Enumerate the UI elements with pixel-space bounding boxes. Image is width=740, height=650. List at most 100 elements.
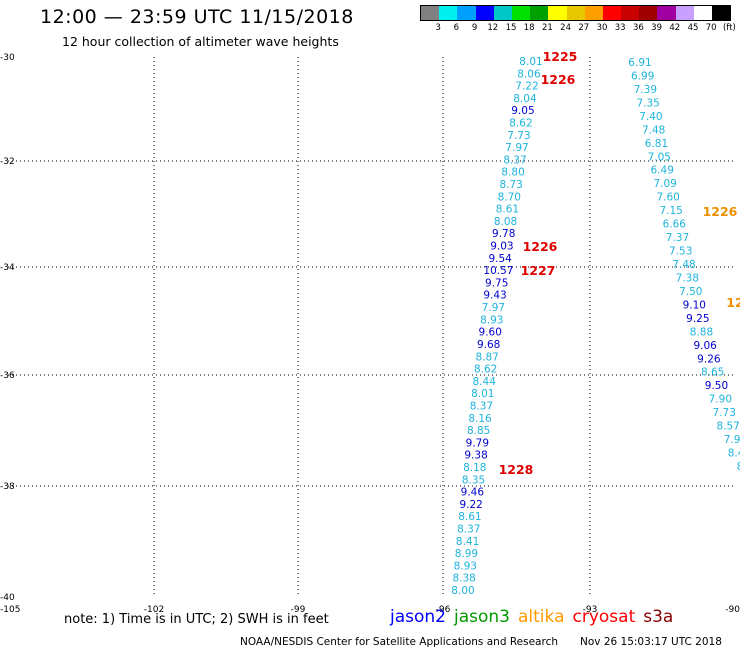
longitude-tick-label: -96 — [436, 605, 451, 615]
wave-height-label: 7.60 — [656, 192, 679, 204]
wave-height-label: 8.85 — [467, 425, 490, 437]
wave-height-label: 8.57 — [716, 421, 739, 433]
pass-time-label: 1228 — [499, 462, 534, 477]
legend-swatch — [530, 6, 549, 20]
latitude-tick-label: -30 — [0, 53, 15, 63]
legend-unit: (ft) — [722, 23, 736, 33]
wave-height-label: 7.73 — [713, 407, 736, 419]
wave-height-label: 9.43 — [483, 290, 506, 302]
legend-tick-label: 30 — [596, 23, 608, 33]
wave-height-label: 8.38 — [452, 573, 475, 585]
wave-height-label: 9.54 — [488, 253, 512, 265]
chart-subtitle: 12 hour collection of altimeter wave hei… — [62, 34, 339, 49]
wave-height-label: 7.15 — [659, 205, 682, 217]
generated-timestamp: Nov 26 15:03:17 UTC 2018 — [580, 636, 722, 648]
longitude-tick-label: -93 — [583, 605, 598, 615]
legend-swatch — [493, 6, 512, 20]
pass-time-label: 1227 — [521, 263, 556, 278]
wave-height-label: 8.73 — [499, 179, 522, 191]
wave-height-label: 9.26 — [697, 353, 721, 365]
wave-height-label: 7.40 — [639, 111, 662, 123]
latitude-tick-label: -34 — [0, 263, 15, 273]
wave-height-label: 8.37 — [470, 400, 493, 412]
wave-height-label: 9.68 — [477, 339, 500, 351]
legend-tick-label: 36 — [632, 23, 644, 33]
pass-time-label: 1226 — [541, 72, 576, 87]
wave-height-label: 9.10 — [683, 299, 706, 311]
altimeter-tracks: 8.018.067.228.049.058.627.737.978.378.80… — [451, 56, 740, 597]
wave-height-label: 8.37 — [503, 154, 526, 166]
latitude-tick-label: -40 — [0, 593, 15, 603]
wave-height-label: 6.66 — [663, 219, 687, 231]
wave-height-label: 8 — [737, 461, 740, 473]
legend-tick-label: 42 — [669, 23, 681, 33]
wave-height-label: 9.22 — [459, 499, 482, 511]
wave-height-label: 6.49 — [651, 165, 674, 177]
latitude-tick-label: -38 — [0, 482, 15, 492]
satellite-name-altika: altika — [518, 607, 565, 627]
wave-height-label: 7.97 — [505, 142, 528, 154]
longitude-tick-label: -99 — [291, 605, 306, 615]
wave-height-label: 9.79 — [466, 437, 489, 449]
legend-tick-label: 6 — [453, 23, 460, 33]
wave-height-label: 8.44 — [473, 376, 497, 388]
legend-tick-label: 39 — [651, 23, 663, 33]
longitude-tick-label: -90 — [725, 605, 740, 615]
legend-tick-label: 33 — [614, 23, 626, 33]
wave-height-label: 8.88 — [690, 326, 713, 338]
legend-tick-label: 3 — [435, 23, 441, 33]
longitude-tick-label: -105 — [0, 605, 20, 615]
wave-height-label: 8.16 — [468, 413, 492, 425]
wave-height-label: 8.06 — [517, 68, 541, 80]
wave-height-label: 9.03 — [490, 241, 513, 253]
wave-height-label: 8.70 — [498, 191, 521, 203]
wave-height-label: 7.9 — [724, 434, 740, 446]
pass-time-label: 1226 — [703, 204, 738, 219]
legend-tick-label: 70 — [705, 23, 717, 33]
pass-time-label: 1225 — [543, 49, 578, 64]
wave-height-label: 7.53 — [669, 246, 692, 258]
wave-height-label: 8.41 — [456, 536, 479, 548]
wave-height-label: 8.93 — [480, 314, 503, 326]
legend-swatch — [566, 6, 585, 20]
wave-height-label: 8.61 — [496, 204, 519, 216]
wave-height-label: 6.91 — [628, 57, 651, 69]
wave-height-label: 8.01 — [471, 388, 494, 400]
legend-swatch — [693, 6, 712, 20]
legend-tick-label: 12 — [487, 23, 499, 33]
wave-height-label: 7.48 — [642, 124, 665, 136]
wave-height-label: 7.73 — [507, 130, 530, 142]
wave-height-label: 7.48 — [672, 259, 695, 271]
axis-tick-labels: -30 -32 -34 -36 -38 -40 -105 -102 -99 -96 -93 -90 — [0, 53, 740, 615]
legend-swatches — [420, 5, 732, 21]
legend-swatch — [548, 6, 567, 20]
units-note: note: 1) Time is in UTC; 2) SWH is in fe… — [64, 612, 329, 627]
wave-height-label: 7.38 — [676, 272, 699, 284]
wave-height-label: 8.62 — [474, 364, 497, 376]
wave-height-label: 8.37 — [457, 523, 480, 535]
wave-height-label: 7.97 — [482, 302, 505, 314]
legend-swatch — [421, 6, 440, 20]
wave-height-label: 7.22 — [515, 81, 538, 93]
satellite-name-cryosat: cryosat — [572, 607, 636, 627]
satellite-legend: jason2 jason3 altika cryosat s3a — [390, 607, 681, 627]
satellite-name-jason2: jason2 — [390, 607, 446, 627]
legend-swatch — [511, 6, 531, 20]
wave-height-label: 9.46 — [461, 487, 485, 499]
wave-height-label: 8.04 — [513, 93, 537, 105]
wave-height-label: 9.06 — [693, 340, 717, 352]
wave-height-label: 9.78 — [492, 228, 515, 240]
satellite-name-s3a: s3a — [643, 607, 674, 627]
wave-height-label: 8.65 — [701, 367, 724, 379]
time-annotations: 1225 1226 1226 1227 1228 1226 12 — [499, 49, 740, 477]
wave-height-label: 7.90 — [709, 394, 732, 406]
legend-tick-label: 45 — [687, 23, 699, 33]
satellite-name-jason3: jason3 — [454, 607, 510, 627]
wave-height-label: 9.50 — [705, 380, 728, 392]
wave-height-label: 7.50 — [679, 286, 702, 298]
legend-swatch — [639, 6, 658, 20]
wave-height-label: 7.39 — [634, 84, 657, 96]
wave-height-label: 9.60 — [479, 327, 502, 339]
longitude-tick-label: -102 — [144, 605, 164, 615]
